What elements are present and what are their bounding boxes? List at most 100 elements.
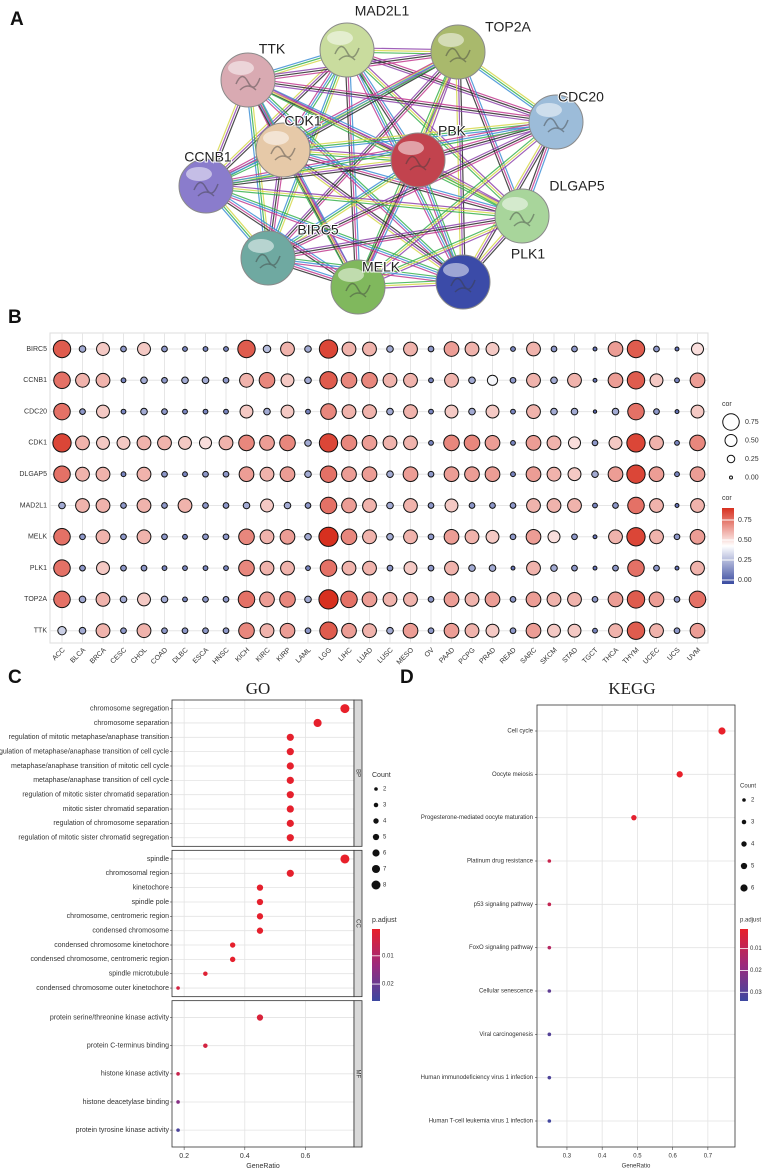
edge xyxy=(206,161,419,189)
x-tick-label: OV xyxy=(424,647,436,659)
panel-background xyxy=(537,705,735,1147)
node-label: PBK xyxy=(438,123,467,139)
y-tick-label: spindle pole xyxy=(132,899,169,906)
dot xyxy=(182,533,188,540)
dot xyxy=(649,435,664,451)
dot xyxy=(120,502,127,509)
x-tick-label: DLBC xyxy=(172,647,190,665)
dot xyxy=(304,345,312,353)
y-tick-label: MELK xyxy=(28,534,47,541)
dot xyxy=(626,527,646,547)
legend-label: 3 xyxy=(383,803,387,809)
dot xyxy=(571,533,578,541)
dot xyxy=(526,498,541,513)
dot xyxy=(485,623,500,638)
y-tick-label: CDC20 xyxy=(24,408,47,415)
dot xyxy=(592,346,598,352)
dot xyxy=(403,529,418,545)
panel-label: B xyxy=(8,307,22,328)
dot xyxy=(238,434,255,452)
node-label: CDK1 xyxy=(284,113,322,129)
legend-label: 8 xyxy=(383,883,387,889)
dot xyxy=(161,627,168,635)
dot xyxy=(567,623,582,638)
dot xyxy=(319,559,338,577)
y-tick-label: condensed chromosome xyxy=(92,928,169,935)
panel-background xyxy=(172,700,354,847)
legend-label: 0.75 xyxy=(738,517,752,524)
dot xyxy=(547,530,561,544)
edge xyxy=(267,215,523,259)
node-label: TTK xyxy=(259,41,286,57)
legend-label: 2 xyxy=(383,787,387,793)
y-tick-label: regulation of mitotic sister chromatid s… xyxy=(18,835,169,842)
dot xyxy=(674,377,680,384)
x-tick-label: 0.7 xyxy=(704,1154,713,1160)
dot xyxy=(262,344,272,354)
dot xyxy=(258,372,276,389)
dot xyxy=(626,621,646,640)
dot xyxy=(608,529,623,545)
x-tick-label: ESCA xyxy=(192,647,211,666)
dot xyxy=(199,436,212,450)
edge xyxy=(249,79,271,258)
dot xyxy=(79,408,86,415)
dot xyxy=(608,435,623,450)
edge xyxy=(206,183,464,281)
dot xyxy=(443,341,460,357)
dot xyxy=(136,498,152,513)
legend-label: 5 xyxy=(751,864,755,870)
dot xyxy=(75,435,90,451)
y-tick-label: chromosome separation xyxy=(94,720,169,727)
dot xyxy=(120,471,127,478)
dot xyxy=(592,534,598,540)
legend-label: 0.00 xyxy=(738,577,752,584)
dot xyxy=(510,471,516,478)
dot xyxy=(280,560,295,576)
dot xyxy=(78,345,87,353)
dot xyxy=(136,435,152,451)
edge xyxy=(205,119,556,185)
legend-label: 0.02 xyxy=(750,968,762,974)
dot xyxy=(222,627,230,635)
dot xyxy=(689,372,706,389)
dot xyxy=(688,590,707,609)
y-tick-label: metaphase/anaphase transition of cell cy… xyxy=(33,777,169,784)
dot xyxy=(627,496,645,515)
dot xyxy=(136,623,152,639)
x-tick-label: CHOL xyxy=(130,647,149,666)
x-tick-label: LUAD xyxy=(356,647,374,665)
x-tick-label: LAML xyxy=(295,647,313,665)
dot xyxy=(120,345,127,353)
edge xyxy=(206,183,523,215)
dot xyxy=(486,374,499,386)
dot xyxy=(202,502,209,509)
node-structure xyxy=(235,75,261,91)
dot xyxy=(259,435,275,451)
dot xyxy=(176,986,180,990)
dot xyxy=(361,466,378,483)
legend-label: 0.02 xyxy=(382,982,394,988)
dot xyxy=(341,466,357,483)
legend-dot xyxy=(729,475,733,480)
panel-label: A xyxy=(10,9,24,30)
y-tick-label: chromosome, centromeric region xyxy=(67,913,169,920)
dot xyxy=(567,498,582,513)
dot xyxy=(318,526,339,547)
dot xyxy=(612,564,619,572)
dot xyxy=(157,435,172,451)
edge xyxy=(248,77,557,121)
edge xyxy=(356,119,555,286)
dot xyxy=(319,465,338,483)
dot xyxy=(116,435,131,450)
dot xyxy=(611,407,620,416)
edge xyxy=(268,123,558,261)
dot xyxy=(203,1043,208,1048)
dot xyxy=(136,466,152,482)
panel-label: D xyxy=(400,667,414,688)
dot xyxy=(160,595,169,604)
x-tick-label: TGCT xyxy=(581,646,600,665)
node-highlight xyxy=(398,141,424,155)
dot xyxy=(402,466,419,483)
legend-title: cor xyxy=(722,495,732,502)
